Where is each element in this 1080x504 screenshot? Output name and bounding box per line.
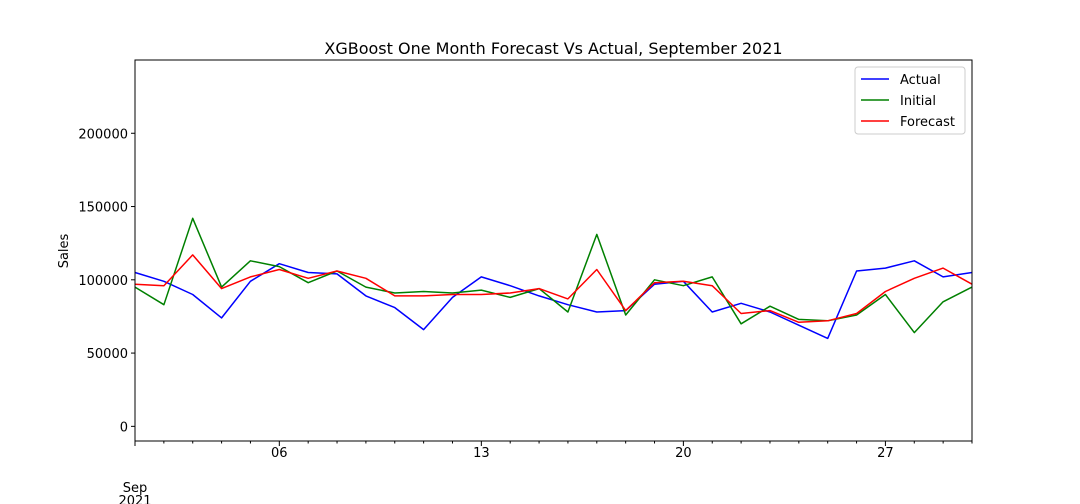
y-tick-label: 100000	[78, 274, 128, 289]
x-year-label: 2021	[118, 494, 151, 504]
legend-label-initial: Initial	[900, 94, 936, 109]
y-axis: 0 50000 100000 150000 200000	[78, 127, 135, 435]
series-layer	[134, 217, 973, 340]
legend: Actual Initial Forecast	[854, 66, 966, 135]
x-axis: Sep 06 13 20 27 2021	[118, 441, 973, 504]
x-tick-label: 20	[675, 446, 692, 461]
plot-frame	[134, 59, 973, 442]
x-tick-label: 06	[271, 446, 288, 461]
x-tick-label: Sep	[123, 481, 148, 496]
y-tick-label: 200000	[78, 127, 128, 142]
x-tick-label: 13	[473, 446, 490, 461]
series-line-forecast	[134, 254, 973, 324]
x-tick-label: 27	[877, 446, 894, 461]
y-axis-label: Sales	[57, 233, 72, 268]
legend-label-forecast: Forecast	[900, 115, 955, 130]
y-tick-label: 0	[120, 420, 128, 435]
chart-title: XGBoost One Month Forecast Vs Actual, Se…	[324, 39, 782, 58]
legend-box	[854, 66, 966, 135]
legend-label-actual: Actual	[900, 73, 941, 88]
y-tick-label: 150000	[78, 201, 128, 216]
y-tick-label: 50000	[87, 347, 128, 362]
